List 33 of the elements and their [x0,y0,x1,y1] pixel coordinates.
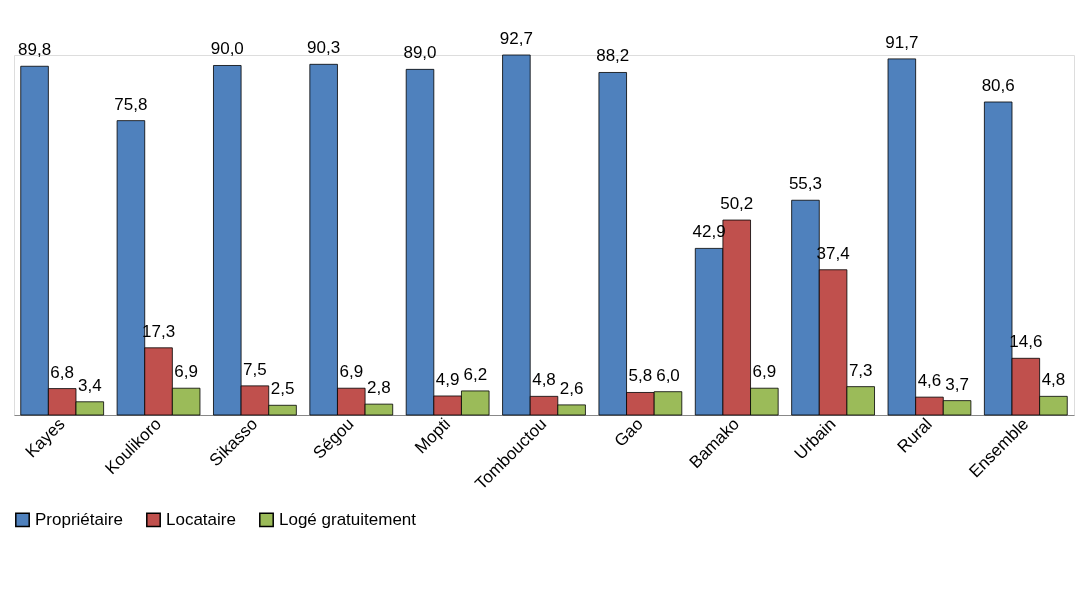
data-label: 88,2 [596,46,630,66]
data-label: 80,6 [981,75,1015,95]
data-label: 89,0 [403,43,437,63]
data-label: 6,2 [463,364,488,384]
data-label: 3,4 [77,375,102,395]
data-label: 6,9 [174,362,198,382]
data-label: 50,2 [720,194,754,214]
data-label: 2,8 [367,378,391,398]
data-label: 5,8 [628,366,653,386]
data-label: 2,5 [270,379,295,399]
data-label: 7,3 [848,360,873,380]
x-tick-label: Gao [610,414,647,451]
data-label: 4,6 [917,371,942,391]
data-label: 4,8 [1041,370,1066,390]
data-label: 6,8 [50,362,74,382]
data-label: 7,5 [243,359,267,379]
data-label: 75,8 [114,94,148,114]
legend-label: Locataire [166,509,236,529]
data-label: 89,8 [18,40,52,60]
data-label: 6,0 [656,365,680,385]
legend-label: Propriétaire [35,509,123,529]
data-label: 3,7 [945,374,969,394]
data-label: 4,8 [532,370,556,390]
data-label: 55,3 [788,174,823,194]
data-label: 90,3 [307,38,341,58]
data-label: 92,7 [499,29,533,48]
data-label: 6,9 [752,362,777,382]
data-label: 91,7 [885,32,919,52]
legend-label: Logé gratuitement [279,509,417,529]
data-label: 90,0 [210,39,244,59]
data-label: 2,6 [559,378,584,398]
data-label: 4,9 [435,369,460,389]
data-label: 6,9 [339,362,364,382]
